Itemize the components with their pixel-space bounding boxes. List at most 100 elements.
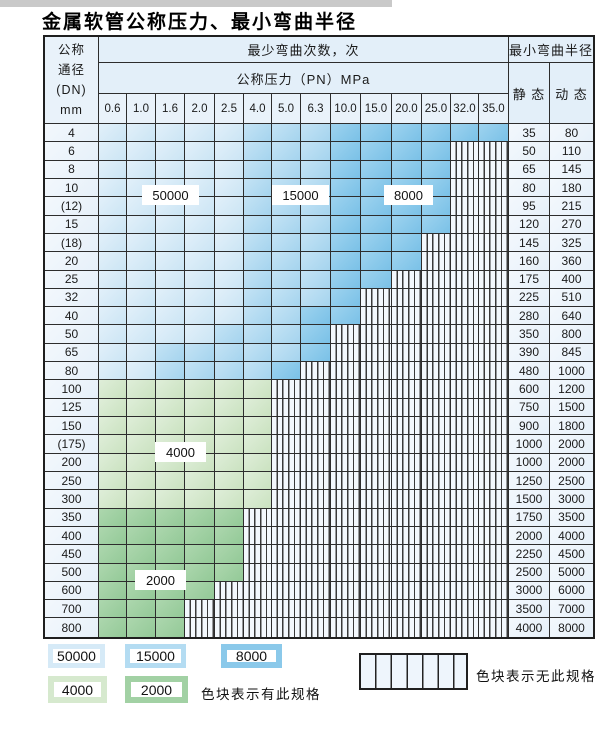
spec-cell bbox=[361, 471, 392, 491]
spec-cell bbox=[479, 197, 509, 216]
dynamic-value: 2000 bbox=[550, 453, 593, 472]
pressure-tick: 20.0 bbox=[392, 94, 422, 124]
spec-cell bbox=[244, 270, 272, 289]
spec-cell bbox=[99, 197, 127, 216]
spec-cell bbox=[244, 600, 272, 619]
spec-cell bbox=[331, 142, 361, 161]
dn-cell: 20 bbox=[45, 252, 99, 271]
zone-label-2000: 2000 bbox=[135, 570, 186, 590]
spec-grid: 公称 通径 (DN) mm 最少弯曲次数，次 最小弯曲半径 公称压力（PN）MPa 静 态动 … bbox=[43, 35, 595, 639]
spec-cell bbox=[451, 307, 479, 326]
spec-cell bbox=[392, 508, 422, 527]
spec-cell bbox=[451, 343, 479, 363]
spec-cell bbox=[422, 526, 451, 546]
spec-cell bbox=[127, 343, 156, 363]
spec-cell bbox=[392, 124, 422, 143]
spec-cell bbox=[301, 233, 331, 253]
spec-cell bbox=[301, 380, 331, 399]
spec-cell bbox=[479, 453, 509, 472]
spec-cell bbox=[451, 545, 479, 564]
spec-cell bbox=[244, 526, 272, 546]
spec-cell bbox=[272, 215, 301, 234]
dynamic-value: 640 bbox=[550, 307, 593, 326]
dn-cell: 450 bbox=[45, 545, 99, 564]
spec-cell bbox=[99, 362, 127, 381]
spec-cell bbox=[215, 233, 244, 253]
spec-cell bbox=[185, 252, 215, 271]
spec-cell bbox=[422, 508, 451, 527]
dn-cell: 200 bbox=[45, 453, 99, 472]
dn-cell: 50 bbox=[45, 325, 99, 344]
spec-cell bbox=[361, 581, 392, 601]
spec-cell bbox=[361, 453, 392, 472]
spec-cell bbox=[392, 307, 422, 326]
spec-cell bbox=[244, 471, 272, 491]
spec-cell bbox=[244, 178, 272, 198]
spec-cell bbox=[301, 307, 331, 326]
spec-cell bbox=[272, 453, 301, 472]
spec-cell bbox=[361, 508, 392, 527]
spec-cell bbox=[451, 215, 479, 234]
dn-cell: 40 bbox=[45, 307, 99, 326]
spec-cell bbox=[361, 545, 392, 564]
spec-cell bbox=[244, 380, 272, 399]
spec-cell bbox=[301, 124, 331, 143]
spec-cell bbox=[244, 252, 272, 271]
spec-cell bbox=[479, 288, 509, 308]
spec-cell bbox=[244, 453, 272, 472]
spec-cell bbox=[331, 508, 361, 527]
spec-cell bbox=[301, 545, 331, 564]
spec-cell bbox=[244, 233, 272, 253]
spec-cell bbox=[156, 142, 185, 161]
spec-cell bbox=[392, 398, 422, 417]
spec-cell bbox=[215, 545, 244, 564]
zone-label-8000: 8000 bbox=[384, 185, 433, 205]
spec-cell bbox=[272, 471, 301, 491]
spec-cell bbox=[479, 252, 509, 271]
spec-cell bbox=[99, 417, 127, 436]
spec-cell bbox=[451, 124, 479, 143]
pressure-tick: 1.0 bbox=[127, 94, 156, 124]
spec-cell bbox=[185, 581, 215, 601]
spec-cell bbox=[215, 563, 244, 582]
spec-cell bbox=[215, 307, 244, 326]
static-value: 1000 bbox=[509, 435, 550, 454]
spec-cell bbox=[244, 325, 272, 344]
header-dn-line: 通径 bbox=[57, 63, 85, 77]
dn-cell: (18) bbox=[45, 233, 99, 253]
spec-cell bbox=[99, 215, 127, 234]
spec-cell bbox=[361, 288, 392, 308]
static-value: 65 bbox=[509, 160, 550, 179]
spec-cell bbox=[272, 124, 301, 143]
spec-cell bbox=[215, 417, 244, 436]
static-value: 1000 bbox=[509, 453, 550, 472]
spec-cell bbox=[99, 508, 127, 527]
spec-cell bbox=[301, 343, 331, 363]
pressure-tick: 0.6 bbox=[99, 94, 127, 124]
spec-cell bbox=[331, 417, 361, 436]
spec-cell bbox=[361, 398, 392, 417]
spec-cell bbox=[156, 417, 185, 436]
spec-cell bbox=[215, 618, 244, 637]
spec-cell bbox=[392, 435, 422, 454]
spec-cell bbox=[331, 398, 361, 417]
spec-cell bbox=[451, 453, 479, 472]
dn-cell: 10 bbox=[45, 178, 99, 198]
spec-cell bbox=[422, 545, 451, 564]
spec-cell bbox=[301, 600, 331, 619]
header-dn: 公称 通径 (DN) mm bbox=[45, 37, 99, 124]
zone-label-15000: 15000 bbox=[272, 185, 329, 205]
spec-cell bbox=[479, 618, 509, 637]
spec-cell bbox=[272, 325, 301, 344]
spec-cell bbox=[331, 124, 361, 143]
spec-cell bbox=[479, 270, 509, 289]
spec-cell bbox=[422, 160, 451, 179]
dynamic-value: 7000 bbox=[550, 600, 593, 619]
spec-cell bbox=[215, 398, 244, 417]
spec-cell bbox=[215, 362, 244, 381]
dn-cell: 150 bbox=[45, 417, 99, 436]
spec-cell bbox=[451, 508, 479, 527]
spec-cell bbox=[422, 343, 451, 363]
spec-cell bbox=[422, 124, 451, 143]
spec-cell bbox=[392, 215, 422, 234]
